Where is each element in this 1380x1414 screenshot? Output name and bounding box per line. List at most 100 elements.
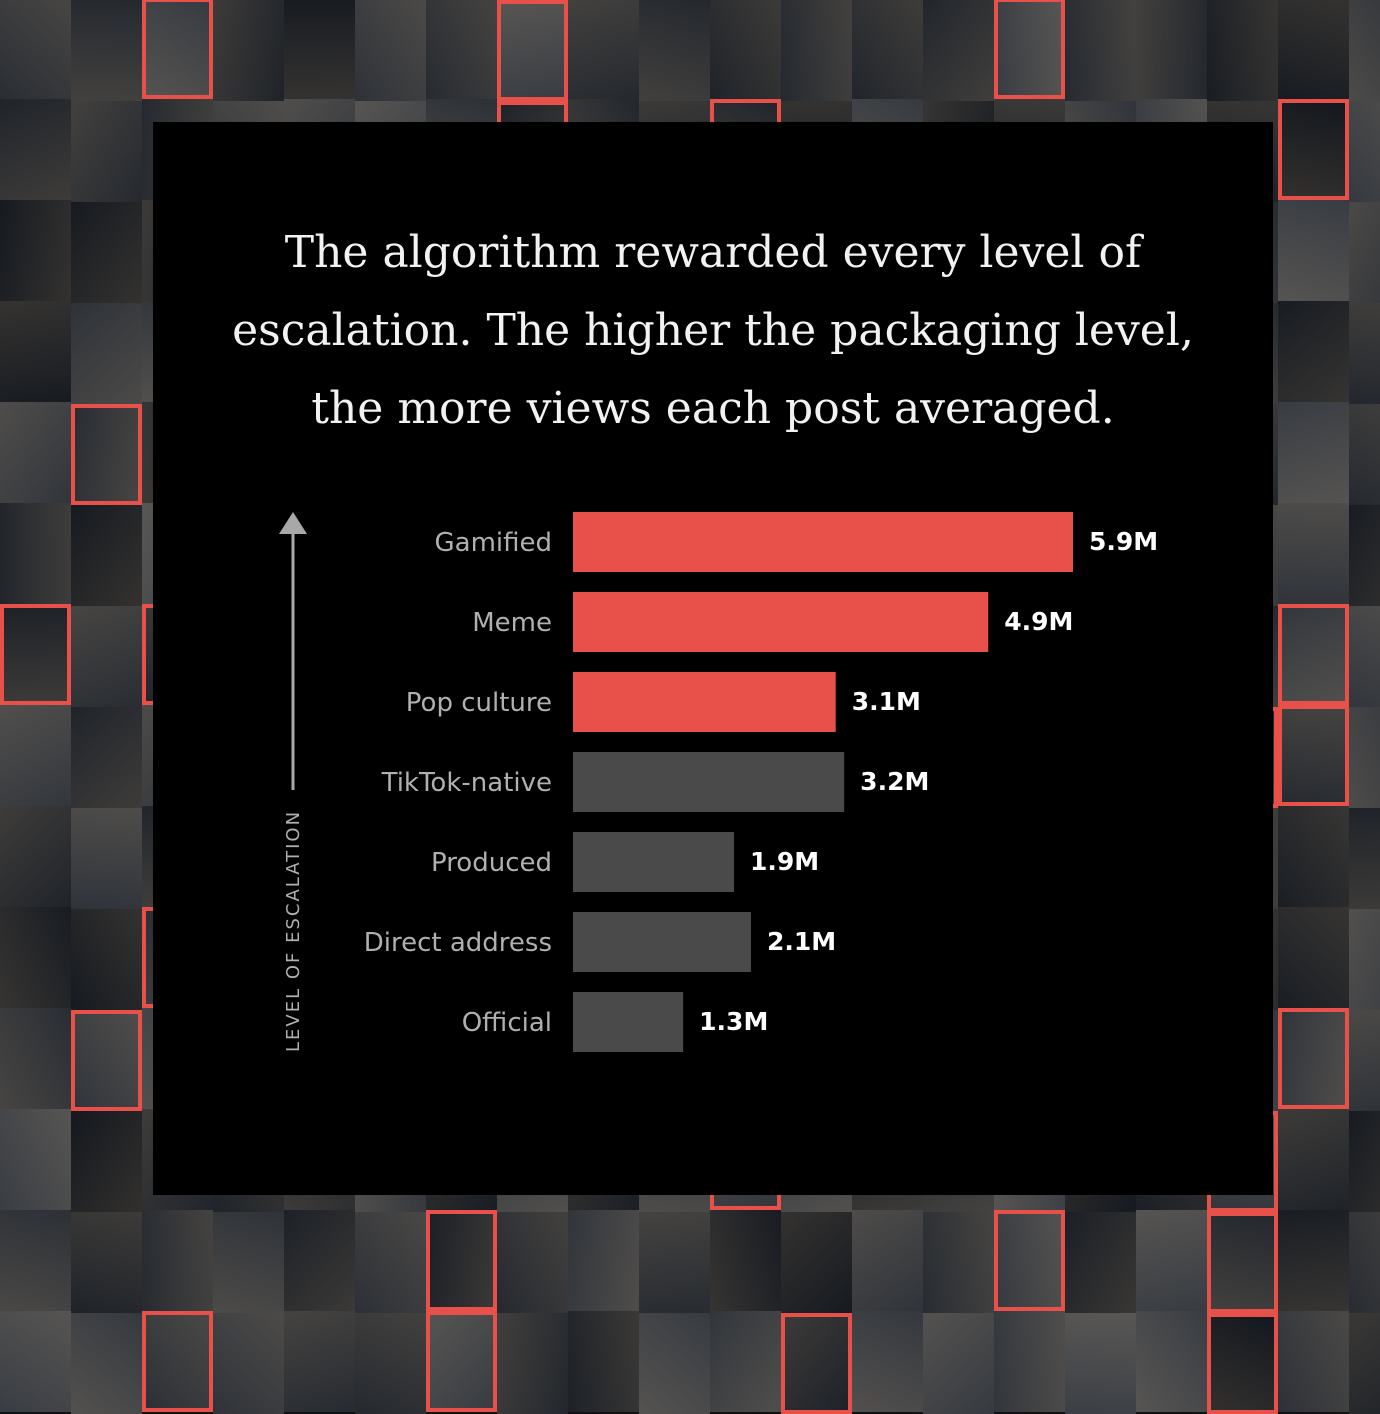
- escalation-axis: LEVEL OF ESCALATION: [279, 512, 307, 1052]
- bar: [573, 832, 735, 892]
- bar: [573, 672, 836, 732]
- video-thumbnail: [1349, 101, 1380, 202]
- video-thumbnail: [1065, 1313, 1136, 1414]
- video-thumbnail: [1207, 1212, 1278, 1313]
- video-thumbnail: [1349, 1010, 1380, 1111]
- video-thumbnail: [0, 99, 71, 200]
- video-thumbnail: [71, 303, 142, 404]
- video-thumbnail: [852, 1210, 923, 1311]
- video-thumbnail: [568, 1311, 639, 1412]
- video-thumbnail: [1278, 705, 1349, 806]
- video-thumbnail: [0, 604, 71, 705]
- video-thumbnail: [0, 1008, 71, 1109]
- video-thumbnail: [1278, 99, 1349, 200]
- video-thumbnail: [0, 301, 71, 402]
- video-thumbnail: [284, 1210, 355, 1311]
- video-thumbnail: [142, 1210, 213, 1311]
- bar: [573, 752, 845, 812]
- video-thumbnail: [71, 1313, 142, 1414]
- video-thumbnail: [781, 1212, 852, 1313]
- bar-row: Pop culture 3.1M: [406, 672, 921, 732]
- chart-title: The algorithm rewarded every level of es…: [232, 227, 1194, 434]
- video-thumbnail: [71, 404, 142, 505]
- video-thumbnail: [994, 0, 1065, 99]
- video-thumbnail: [923, 0, 994, 101]
- category-label: Gamified: [434, 528, 552, 558]
- arrow-up-icon: [279, 512, 307, 534]
- video-thumbnail: [284, 0, 355, 99]
- bar: [573, 512, 1073, 572]
- bar: [573, 592, 989, 652]
- video-thumbnail: [710, 1210, 781, 1311]
- video-thumbnail: [1278, 301, 1349, 402]
- bar-chart: LEVEL OF ESCALATION Gamified 5.9M Meme 4.9M…: [279, 512, 1158, 1052]
- video-thumbnail: [923, 1313, 994, 1414]
- video-thumbnail: [1278, 402, 1349, 503]
- video-thumbnail: [426, 1210, 497, 1311]
- video-thumbnail: [639, 1212, 710, 1313]
- video-thumbnail: [1207, 1313, 1278, 1414]
- video-thumbnail: [71, 1111, 142, 1212]
- video-thumbnail: [1349, 909, 1380, 1010]
- video-thumbnail: [1349, 404, 1380, 505]
- video-thumbnail: [1278, 1311, 1349, 1412]
- video-thumbnail: [1278, 0, 1349, 99]
- chart-panel: The algorithm rewarded every level of es…: [153, 122, 1273, 1195]
- video-thumbnail: [0, 503, 71, 604]
- video-thumbnail: [71, 0, 142, 101]
- value-label: 2.1M: [767, 927, 836, 956]
- video-thumbnail: [1349, 808, 1380, 909]
- video-thumbnail: [1278, 806, 1349, 907]
- video-thumbnail: [71, 707, 142, 808]
- video-thumbnail: [0, 1311, 71, 1412]
- video-thumbnail: [71, 101, 142, 202]
- video-thumbnail: [568, 1210, 639, 1311]
- value-label: 4.9M: [1004, 607, 1073, 636]
- axis-label: LEVEL OF ESCALATION: [283, 810, 304, 1052]
- video-thumbnail: [1136, 0, 1207, 99]
- bar-row: Meme 4.9M: [472, 592, 1073, 652]
- video-thumbnail: [1278, 1008, 1349, 1109]
- video-thumbnail: [1136, 1311, 1207, 1412]
- video-thumbnail: [497, 1313, 568, 1414]
- video-thumbnail: [710, 1311, 781, 1412]
- value-label: 3.2M: [860, 767, 929, 796]
- video-thumbnail: [1278, 907, 1349, 1008]
- video-thumbnail: [1136, 1210, 1207, 1311]
- video-thumbnail: [0, 705, 71, 806]
- video-thumbnail: [71, 606, 142, 707]
- video-thumbnail: [1278, 503, 1349, 604]
- video-thumbnail: [781, 0, 852, 101]
- video-thumbnail: [71, 505, 142, 606]
- video-thumbnail: [639, 0, 710, 101]
- video-thumbnail: [0, 1210, 71, 1311]
- video-thumbnail: [994, 1311, 1065, 1412]
- bar-row: TikTok-native 3.2M: [381, 752, 929, 812]
- video-thumbnail: [1349, 707, 1380, 808]
- video-thumbnail: [142, 1311, 213, 1412]
- value-label: 5.9M: [1089, 527, 1158, 556]
- video-thumbnail: [0, 402, 71, 503]
- value-label: 1.3M: [699, 1007, 768, 1036]
- video-thumbnail: [1278, 604, 1349, 705]
- video-thumbnail: [142, 0, 213, 99]
- video-thumbnail: [355, 1313, 426, 1414]
- value-label: 1.9M: [750, 847, 819, 876]
- bar-row: Direct address 2.1M: [364, 912, 836, 972]
- video-thumbnail: [71, 202, 142, 303]
- video-thumbnail: [639, 1313, 710, 1414]
- value-label: 3.1M: [852, 687, 921, 716]
- video-thumbnail: [1065, 1212, 1136, 1313]
- video-thumbnail: [1349, 0, 1380, 101]
- video-thumbnail: [781, 1313, 852, 1414]
- video-thumbnail: [1207, 0, 1278, 101]
- video-thumbnail: [497, 1212, 568, 1313]
- video-thumbnail: [284, 1311, 355, 1412]
- category-label: Produced: [431, 848, 552, 878]
- video-thumbnail: [355, 1212, 426, 1313]
- category-label: TikTok-native: [381, 768, 552, 798]
- video-thumbnail: [1349, 202, 1380, 303]
- video-thumbnail: [71, 909, 142, 1010]
- video-thumbnail: [213, 1313, 284, 1414]
- video-thumbnail: [1065, 0, 1136, 101]
